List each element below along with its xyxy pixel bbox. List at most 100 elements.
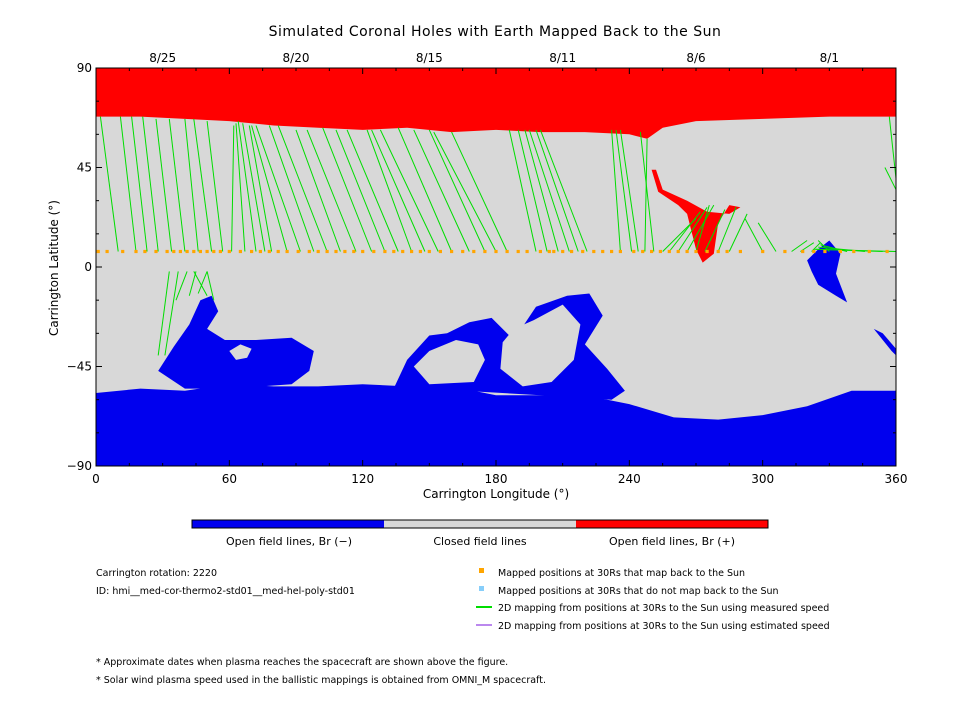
mapped-position-point [783,249,787,254]
mapping-line [884,167,896,190]
carrington-rotation: Carrington rotation: 2220 [96,568,217,579]
footnote-dates: * Approximate dates when plasma reaches … [96,657,508,668]
mapping-line [242,123,266,252]
colorbar-closed [384,520,576,528]
mapping-line [248,125,273,252]
mapped-position-point [276,249,280,254]
mapping-line [428,129,486,252]
footnote-speed: * Solar wind plasma speed used in the ba… [96,675,546,686]
mapped-position-point [267,249,271,254]
colorbar-frame [191,519,769,529]
mapped-position-point [885,249,889,254]
mapping-line [535,129,579,252]
mapped-position-point [538,249,542,254]
mapped-position-point [570,249,574,254]
mapped-position-point [383,249,387,254]
date-tick-label: 8/6 [686,51,705,65]
mapping-line [231,125,235,252]
mapping-line [366,129,413,252]
mapping-line [255,125,301,252]
mapped-position-point [801,249,805,254]
mapped-position-point [352,249,356,254]
closed-field-island-a [229,344,252,360]
mapped-position-point [650,249,654,254]
legend-unmapped-square [479,586,484,591]
mapping-line [206,271,215,301]
mapping-line [539,129,588,252]
mapped-position-point [212,249,216,254]
plot-area [96,68,896,466]
y-axis-label: Carrington Latitude (°) [47,200,61,336]
mapped-position-point [618,249,622,254]
mapped-position-point [427,249,431,254]
mapping-line [277,125,328,252]
mapping-line [99,116,119,252]
mapped-position-point [461,249,465,254]
mapped-position-point [307,249,311,254]
x-tick-label: 120 [351,472,374,486]
mapping-line [668,211,701,252]
mapped-position-point [250,249,254,254]
mapped-position-point [418,249,422,254]
mapped-position-point [838,249,842,254]
mapped-position-point [592,249,596,254]
mapped-position-point [285,249,289,254]
mapped-position-point [258,249,262,254]
mapped-position-point [198,249,202,254]
mapping-line [306,129,357,252]
mapped-position-point [121,249,125,254]
mapping-line [704,209,726,252]
mapping-line [188,271,197,296]
mapping-line [397,127,453,252]
mapping-line [677,207,708,252]
x-tick-label: 180 [485,472,508,486]
mapping-line [433,131,497,252]
date-tick-label: 8/15 [416,51,443,65]
mapping-line [451,131,508,252]
mapped-position-point [610,249,614,254]
mapping-line [757,222,777,252]
legend-unmapped-label: Mapped positions at 30Rs that do not map… [498,586,779,597]
mapping-line [644,138,648,252]
legend-mapped-label: Mapped positions at 30Rs that map back t… [498,568,745,579]
mapping-line [119,116,137,252]
mapped-position-point [725,249,729,254]
mapped-position-point [450,249,454,254]
mapping-line [695,204,710,252]
mapped-position-point [296,249,300,254]
legend: Mapped positions at 30Rs that map back t… [476,568,830,632]
y-tick-label: 0 [84,260,92,274]
mapped-position-point [494,249,498,254]
mapped-position-point [325,249,329,254]
mapping-line [888,116,896,179]
mapping-line [335,129,386,252]
mapped-position-point [343,249,347,254]
mapped-position-point [694,249,698,254]
mapped-position-point [192,249,196,254]
mapped-position-point [185,249,189,254]
mapping-line [413,129,470,252]
mapping-line [619,129,639,252]
mapped-position-point [392,249,396,254]
mapping-line [193,271,208,296]
mapped-position-point [401,249,405,254]
mapped-position-point [641,249,645,254]
mapping-line [142,116,159,252]
mapping-line [295,129,341,252]
mapped-position-point [705,249,709,254]
mapping-line [155,118,173,252]
y-tick-label: −90 [67,459,92,473]
mapped-position-point [547,249,551,254]
mapping-line [268,125,315,252]
mapped-position-point [581,249,585,254]
mapping-line [131,116,148,252]
south-polar-coronal-hole [96,384,896,466]
mapped-position-point [505,249,509,254]
colorbar-label-positive: Open field lines, Br (+) [609,535,735,548]
mapping-line [615,129,633,252]
mapping-line [206,121,224,252]
mapping-line [235,123,246,252]
mapping-line [517,129,548,252]
mapping-line [639,132,655,252]
mapped-position-point [685,249,689,254]
